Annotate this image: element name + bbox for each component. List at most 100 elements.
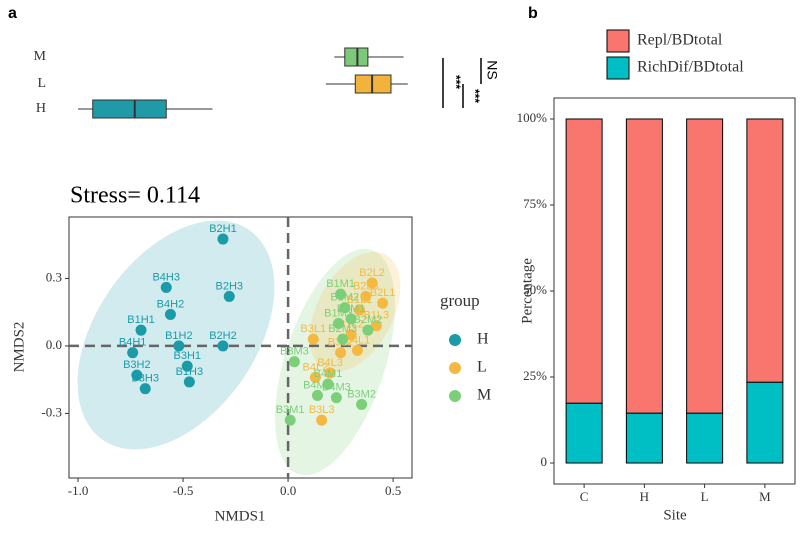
point — [345, 329, 357, 341]
point — [127, 347, 139, 359]
legend-label: L — [477, 359, 487, 376]
legend-marker — [449, 362, 461, 374]
point — [217, 340, 229, 352]
point — [362, 324, 374, 336]
point — [284, 414, 296, 426]
bar-segment — [686, 118, 724, 414]
point-label: B4H2 — [157, 298, 185, 310]
sig-label: *** — [468, 89, 482, 103]
point-label: B4M1 — [314, 368, 343, 380]
point-label: B3M1 — [276, 404, 305, 416]
x-tick-label: H — [640, 489, 649, 504]
legend-label: RichDif/BDtotal — [637, 59, 744, 76]
point — [330, 392, 342, 404]
point — [217, 233, 229, 245]
y-tick-label: 0.0 — [46, 337, 62, 352]
y-tick-label: -0.3 — [41, 404, 62, 419]
x-axis-label: NMDS1 — [215, 508, 266, 524]
point-label: B2M3 — [328, 323, 357, 335]
sig-label: NS — [484, 60, 500, 79]
legend-swatch — [606, 56, 630, 80]
point — [335, 347, 347, 359]
box — [344, 47, 369, 67]
x-tick-label: 0.0 — [280, 483, 296, 498]
point-label: B4H3 — [152, 271, 180, 283]
point-label: B3L1 — [300, 323, 326, 335]
point — [335, 288, 347, 300]
point-label: B2M1 — [337, 303, 366, 315]
x-tick-label: C — [580, 489, 589, 504]
point — [139, 383, 151, 395]
legend-label: M — [477, 387, 491, 404]
y-axis-label: Percentage — [519, 258, 535, 324]
box-category: L — [37, 76, 46, 91]
point-label: B4H1 — [119, 337, 147, 349]
point-label: B2L2 — [359, 267, 385, 279]
point-label: B1M2 — [330, 292, 359, 304]
y-tick-label: 50% — [523, 282, 547, 297]
x-tick-label: -1.0 — [68, 483, 89, 498]
box-category: H — [36, 101, 46, 116]
point-label: B3L3 — [309, 404, 335, 416]
x-tick-label: -0.5 — [173, 483, 194, 498]
point-label: B1H3 — [176, 366, 204, 378]
bar-segment — [686, 412, 724, 464]
point — [173, 340, 185, 352]
point-label: B4L1 — [345, 334, 371, 346]
point — [311, 389, 323, 401]
point-label: B4L3 — [317, 357, 343, 369]
y-tick-label: 75% — [523, 196, 547, 211]
point — [160, 281, 172, 293]
x-tick-label: M — [759, 489, 771, 504]
box — [92, 99, 167, 119]
point-label: B2H1 — [209, 223, 237, 235]
x-axis-label: Site — [663, 507, 687, 523]
point-label: B2H2 — [209, 330, 237, 342]
point — [135, 324, 147, 336]
bar-segment — [625, 412, 663, 464]
legend-swatch — [606, 29, 630, 53]
point — [339, 302, 351, 314]
point-label: B3H1 — [173, 350, 201, 362]
point — [322, 378, 334, 390]
point — [366, 277, 378, 289]
sig-label: *** — [449, 75, 463, 89]
x-tick-label: 0.5 — [385, 483, 401, 498]
y-tick-label: 25% — [523, 368, 547, 383]
point-label: B3H3 — [131, 373, 159, 385]
point-label: B3M3 — [280, 346, 309, 358]
point — [337, 333, 349, 345]
point — [164, 308, 176, 320]
point — [309, 371, 321, 383]
point-label: B3M2 — [347, 388, 376, 400]
point — [324, 367, 336, 379]
point-label: B1H2 — [165, 330, 193, 342]
ellipse-h — [77, 220, 275, 450]
legend-label: Repl/BDtotal — [637, 32, 723, 49]
bar-segment — [565, 118, 603, 404]
point-label: B2H3 — [215, 280, 243, 292]
point-label: B1L2 — [338, 319, 364, 331]
point-label: B4M2 — [303, 379, 332, 391]
point — [316, 414, 328, 426]
point — [223, 290, 235, 302]
point — [353, 304, 365, 316]
point-label: B1M3 — [324, 307, 353, 319]
y-tick-label: 0 — [541, 454, 548, 469]
point-label: B1M1 — [326, 278, 355, 290]
point — [307, 333, 319, 345]
point — [360, 290, 372, 302]
point — [356, 398, 368, 410]
bar-segment — [625, 118, 663, 414]
y-axis-label: NMDS2 — [11, 322, 27, 373]
box-category: M — [34, 49, 47, 64]
panel-label: a — [8, 5, 17, 22]
point — [370, 320, 382, 332]
legend-label: H — [477, 331, 489, 348]
bar-segment — [565, 402, 603, 464]
point-label: B3H2 — [123, 359, 151, 371]
point-label: B2M2 — [354, 314, 383, 326]
x-tick-label: L — [701, 489, 709, 504]
point — [345, 313, 357, 325]
